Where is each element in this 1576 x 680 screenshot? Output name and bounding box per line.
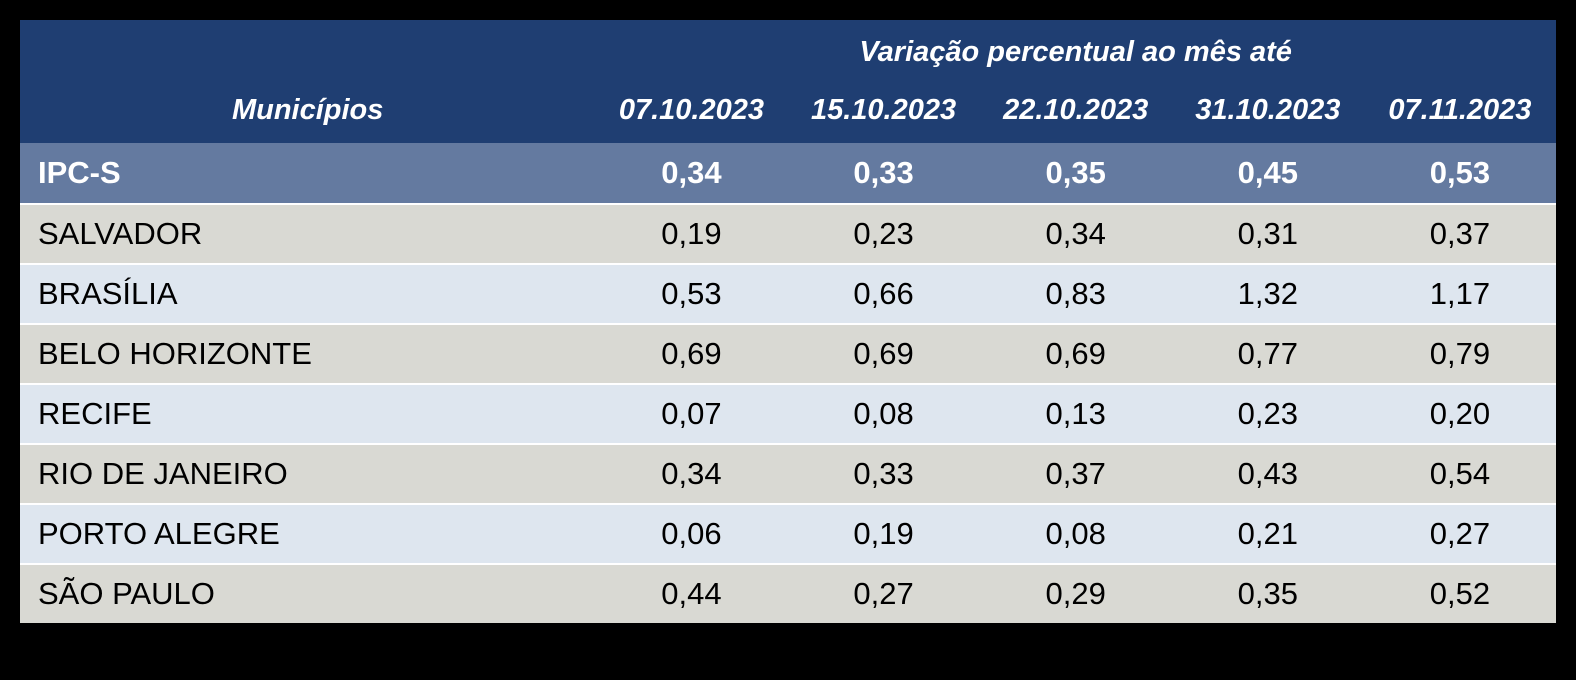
row-label: RECIFE	[20, 383, 596, 444]
date-column-header: 31.10.2023	[1171, 77, 1364, 143]
table-row-salvador: SALVADOR 0,19 0,23 0,34 0,31 0,37	[20, 203, 1556, 264]
value-cell: 0,21	[1171, 503, 1364, 564]
row-label: PORTO ALEGRE	[20, 503, 596, 564]
value-cell: 0,19	[595, 203, 788, 264]
value-cell: 0,35	[1171, 563, 1364, 623]
date-column-header: 07.11.2023	[1363, 77, 1556, 143]
date-column-header: 22.10.2023	[979, 77, 1172, 143]
row-label: SALVADOR	[20, 203, 596, 264]
ipcs-municipalities-table: Variação percentual ao mês até Município…	[20, 20, 1556, 623]
group-header-row: Variação percentual ao mês até	[20, 20, 1556, 77]
value-cell: 0,37	[1363, 203, 1556, 264]
value-cell: 0,34	[979, 203, 1172, 264]
value-cell: 0,29	[979, 563, 1172, 623]
value-cell: 0,54	[1363, 443, 1556, 504]
value-cell: 0,79	[1363, 323, 1556, 384]
table-row-belo-horizonte: BELO HORIZONTE 0,69 0,69 0,69 0,77 0,79	[20, 323, 1556, 384]
table-row-brasilia: BRASÍLIA 0,53 0,66 0,83 1,32 1,17	[20, 263, 1556, 324]
value-cell: 0,53	[1363, 143, 1556, 204]
value-cell: 0,77	[1171, 323, 1364, 384]
table-title: Variação percentual ao mês até	[595, 20, 1556, 77]
value-cell: 0,33	[787, 443, 980, 504]
value-cell: 0,20	[1363, 383, 1556, 444]
municipality-column-header: Municípios	[20, 77, 596, 143]
value-cell: 0,69	[595, 323, 788, 384]
row-label: SÃO PAULO	[20, 563, 596, 623]
value-cell: 0,33	[787, 143, 980, 204]
value-cell: 0,19	[787, 503, 980, 564]
value-cell: 0,69	[787, 323, 980, 384]
value-cell: 1,32	[1171, 263, 1364, 324]
date-column-header: 07.10.2023	[595, 77, 788, 143]
value-cell: 0,27	[787, 563, 980, 623]
value-cell: 0,07	[595, 383, 788, 444]
value-cell: 0,08	[979, 503, 1172, 564]
ipcs-table-frame: Variação percentual ao mês até Município…	[20, 20, 1556, 623]
value-cell: 0,06	[595, 503, 788, 564]
corner-cell	[20, 20, 596, 77]
row-label: BRASÍLIA	[20, 263, 596, 324]
table-row-rio-de-janeiro: RIO DE JANEIRO 0,34 0,33 0,37 0,43 0,54	[20, 443, 1556, 504]
value-cell: 1,17	[1363, 263, 1556, 324]
value-cell: 0,44	[595, 563, 788, 623]
value-cell: 0,23	[1171, 383, 1364, 444]
value-cell: 0,45	[1171, 143, 1364, 204]
value-cell: 0,52	[1363, 563, 1556, 623]
value-cell: 0,37	[979, 443, 1172, 504]
value-cell: 0,31	[1171, 203, 1364, 264]
value-cell: 0,34	[595, 143, 788, 204]
value-cell: 0,08	[787, 383, 980, 444]
table-row-sao-paulo: SÃO PAULO 0,44 0,27 0,29 0,35 0,52	[20, 563, 1556, 623]
value-cell: 0,69	[979, 323, 1172, 384]
value-cell: 0,83	[979, 263, 1172, 324]
row-label: BELO HORIZONTE	[20, 323, 596, 384]
value-cell: 0,13	[979, 383, 1172, 444]
date-column-header: 15.10.2023	[787, 77, 980, 143]
value-cell: 0,23	[787, 203, 980, 264]
summary-row-ipcs: IPC-S 0,34 0,33 0,35 0,45 0,53	[20, 143, 1556, 204]
row-label: RIO DE JANEIRO	[20, 443, 596, 504]
value-cell: 0,35	[979, 143, 1172, 204]
value-cell: 0,34	[595, 443, 788, 504]
value-cell: 0,43	[1171, 443, 1364, 504]
value-cell: 0,53	[595, 263, 788, 324]
row-label: IPC-S	[20, 143, 596, 204]
table-row-recife: RECIFE 0,07 0,08 0,13 0,23 0,20	[20, 383, 1556, 444]
value-cell: 0,66	[787, 263, 980, 324]
column-header-row: Municípios 07.10.2023 15.10.2023 22.10.2…	[20, 77, 1556, 143]
table-row-porto-alegre: PORTO ALEGRE 0,06 0,19 0,08 0,21 0,27	[20, 503, 1556, 564]
value-cell: 0,27	[1363, 503, 1556, 564]
